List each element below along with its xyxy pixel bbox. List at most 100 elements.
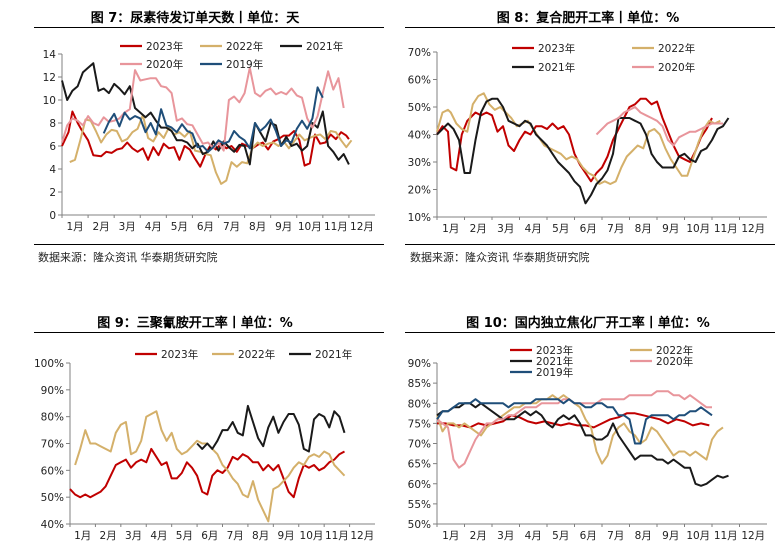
y-tick-label: 0 <box>49 210 56 222</box>
source-note: 数据来源：隆众资讯 华泰期货研究院 <box>38 251 218 264</box>
source-note: 数据来源：隆众资讯 华泰期货研究院 <box>410 251 590 264</box>
y-tick-label: 80% <box>41 412 64 424</box>
x-tick-label: 2月 <box>93 221 110 233</box>
y-tick-label: 40% <box>408 130 431 142</box>
legend-label: 2021年 <box>538 61 575 74</box>
y-tick-label: 10 <box>43 95 56 107</box>
x-tick-label: 3月 <box>119 221 136 233</box>
chart-svg-melamine: 40% 50% 60% 70% 80% 90% 100% 1月 2月 3月 4月 5月 6月 7月 8月 9月… <box>34 348 375 542</box>
x-tick-label: 2月 <box>470 530 487 542</box>
y-tick-label: 20% <box>408 185 431 197</box>
chart-svg-urea: 0 2 4 6 8 10 12 14 1月 2月 3月 4月 5月 6月 7月 8月 9月 10月 11月 12月 20… <box>43 40 375 233</box>
x-tick-label: 1月 <box>442 223 459 235</box>
y-tick-label: 70% <box>408 47 431 59</box>
y-tick-label: 70% <box>41 439 64 451</box>
y-tick-label: 2 <box>49 187 56 199</box>
series-line <box>196 404 346 453</box>
x-tick-label: 1月 <box>66 221 83 233</box>
y-tick-label: 90% <box>41 385 64 397</box>
source-rule <box>405 244 775 245</box>
x-tick-label: 7月 <box>227 530 244 542</box>
y-tick-label: 6 <box>49 141 56 153</box>
title-rule <box>405 27 775 28</box>
x-tick-label: 6月 <box>580 530 597 542</box>
legend-label: 2022年 <box>656 344 693 357</box>
legend-label: 2022年 <box>238 348 275 361</box>
legend-label: 2023年 <box>538 42 575 55</box>
x-tick-label: 1月 <box>74 530 91 542</box>
x-tick-label: 5月 <box>176 530 193 542</box>
chart-title: 图 7：尿素待发订单天数丨单位：天 <box>90 11 300 26</box>
y-tick-label: 75% <box>408 418 431 430</box>
y-tick-label: 50% <box>408 102 431 114</box>
legend-label: 2023年 <box>161 348 198 361</box>
source-rule <box>34 244 384 245</box>
x-tick-label: 9月 <box>662 530 679 542</box>
series-line <box>69 114 353 185</box>
y-tick-label: 14 <box>43 49 57 61</box>
x-tick-label: 8月 <box>635 223 652 235</box>
y-tick-label: 60% <box>41 465 64 477</box>
x-tick-label: 7月 <box>607 223 624 235</box>
chart-title: 图 8：复合肥开工率丨单位：% <box>496 11 680 26</box>
series-line <box>436 92 721 185</box>
legend-label: 2023年 <box>146 40 183 53</box>
y-tick-label: 40% <box>41 519 64 531</box>
series-line <box>61 110 350 168</box>
y-tick-label: 60% <box>408 75 431 87</box>
x-tick-label: 8月 <box>249 221 266 233</box>
series-line <box>436 97 713 183</box>
x-tick-label: 9月 <box>662 223 679 235</box>
chart-title: 图 10：国内独立焦化厂开工率丨单位：% <box>466 316 710 331</box>
x-tick-label: 10月 <box>686 223 710 235</box>
title-rule <box>34 27 384 28</box>
legend-label: 2021年 <box>536 355 573 368</box>
x-tick-label: 5月 <box>552 530 569 542</box>
x-tick-label: 3月 <box>497 223 514 235</box>
series-line <box>436 394 724 465</box>
y-tick-label: 4 <box>49 164 56 176</box>
series-line <box>69 447 345 499</box>
legend-label: 2020年 <box>658 61 695 74</box>
y-tick-label: 65% <box>408 459 431 471</box>
x-tick-label: 4月 <box>150 530 167 542</box>
y-tick-label: 90% <box>408 358 431 370</box>
y-tick-label: 70% <box>408 439 431 451</box>
series-line <box>436 398 713 445</box>
x-tick-label: 2月 <box>470 223 487 235</box>
x-tick-label: 10月 <box>300 530 324 542</box>
x-tick-label: 10月 <box>686 530 710 542</box>
x-tick-label: 12月 <box>741 530 765 542</box>
legend-label: 2020年 <box>146 58 183 71</box>
title-rule <box>405 332 775 333</box>
x-tick-label: 9月 <box>275 221 292 233</box>
x-tick-label: 12月 <box>350 530 374 542</box>
legend-label: 2022年 <box>658 42 695 55</box>
x-tick-label: 8月 <box>252 530 269 542</box>
chart-svg-coking: 50% 55% 60% 65% 70% 75% 80% 85% 90% 1月 2月 3月 4月 5月 6月 7… <box>408 344 767 542</box>
y-tick-label: 12 <box>43 72 56 84</box>
x-tick-label: 10月 <box>298 221 322 233</box>
x-tick-label: 7月 <box>607 530 624 542</box>
y-tick-label: 55% <box>408 499 431 511</box>
x-tick-label: 8月 <box>635 530 652 542</box>
y-tick-label: 50% <box>408 519 431 531</box>
x-tick-label: 5月 <box>552 223 569 235</box>
legend-label: 2021年 <box>315 348 352 361</box>
x-tick-label: 4月 <box>525 530 542 542</box>
x-tick-label: 11月 <box>325 530 349 542</box>
legend-label: 2022年 <box>226 40 263 53</box>
x-tick-label: 4月 <box>525 223 542 235</box>
chart-title: 图 9：三聚氰胺开工率丨单位：% <box>97 316 293 331</box>
x-tick-label: 3月 <box>497 530 514 542</box>
y-tick-label: 85% <box>408 378 431 390</box>
series-line <box>102 86 324 153</box>
series-line <box>61 62 350 166</box>
x-tick-label: 5月 <box>171 221 188 233</box>
y-tick-label: 100% <box>34 358 64 370</box>
x-tick-label: 11月 <box>714 530 738 542</box>
x-tick-label: 6月 <box>580 223 597 235</box>
x-tick-label: 9月 <box>277 530 294 542</box>
y-tick-label: 60% <box>408 479 431 491</box>
series-line <box>436 97 730 205</box>
